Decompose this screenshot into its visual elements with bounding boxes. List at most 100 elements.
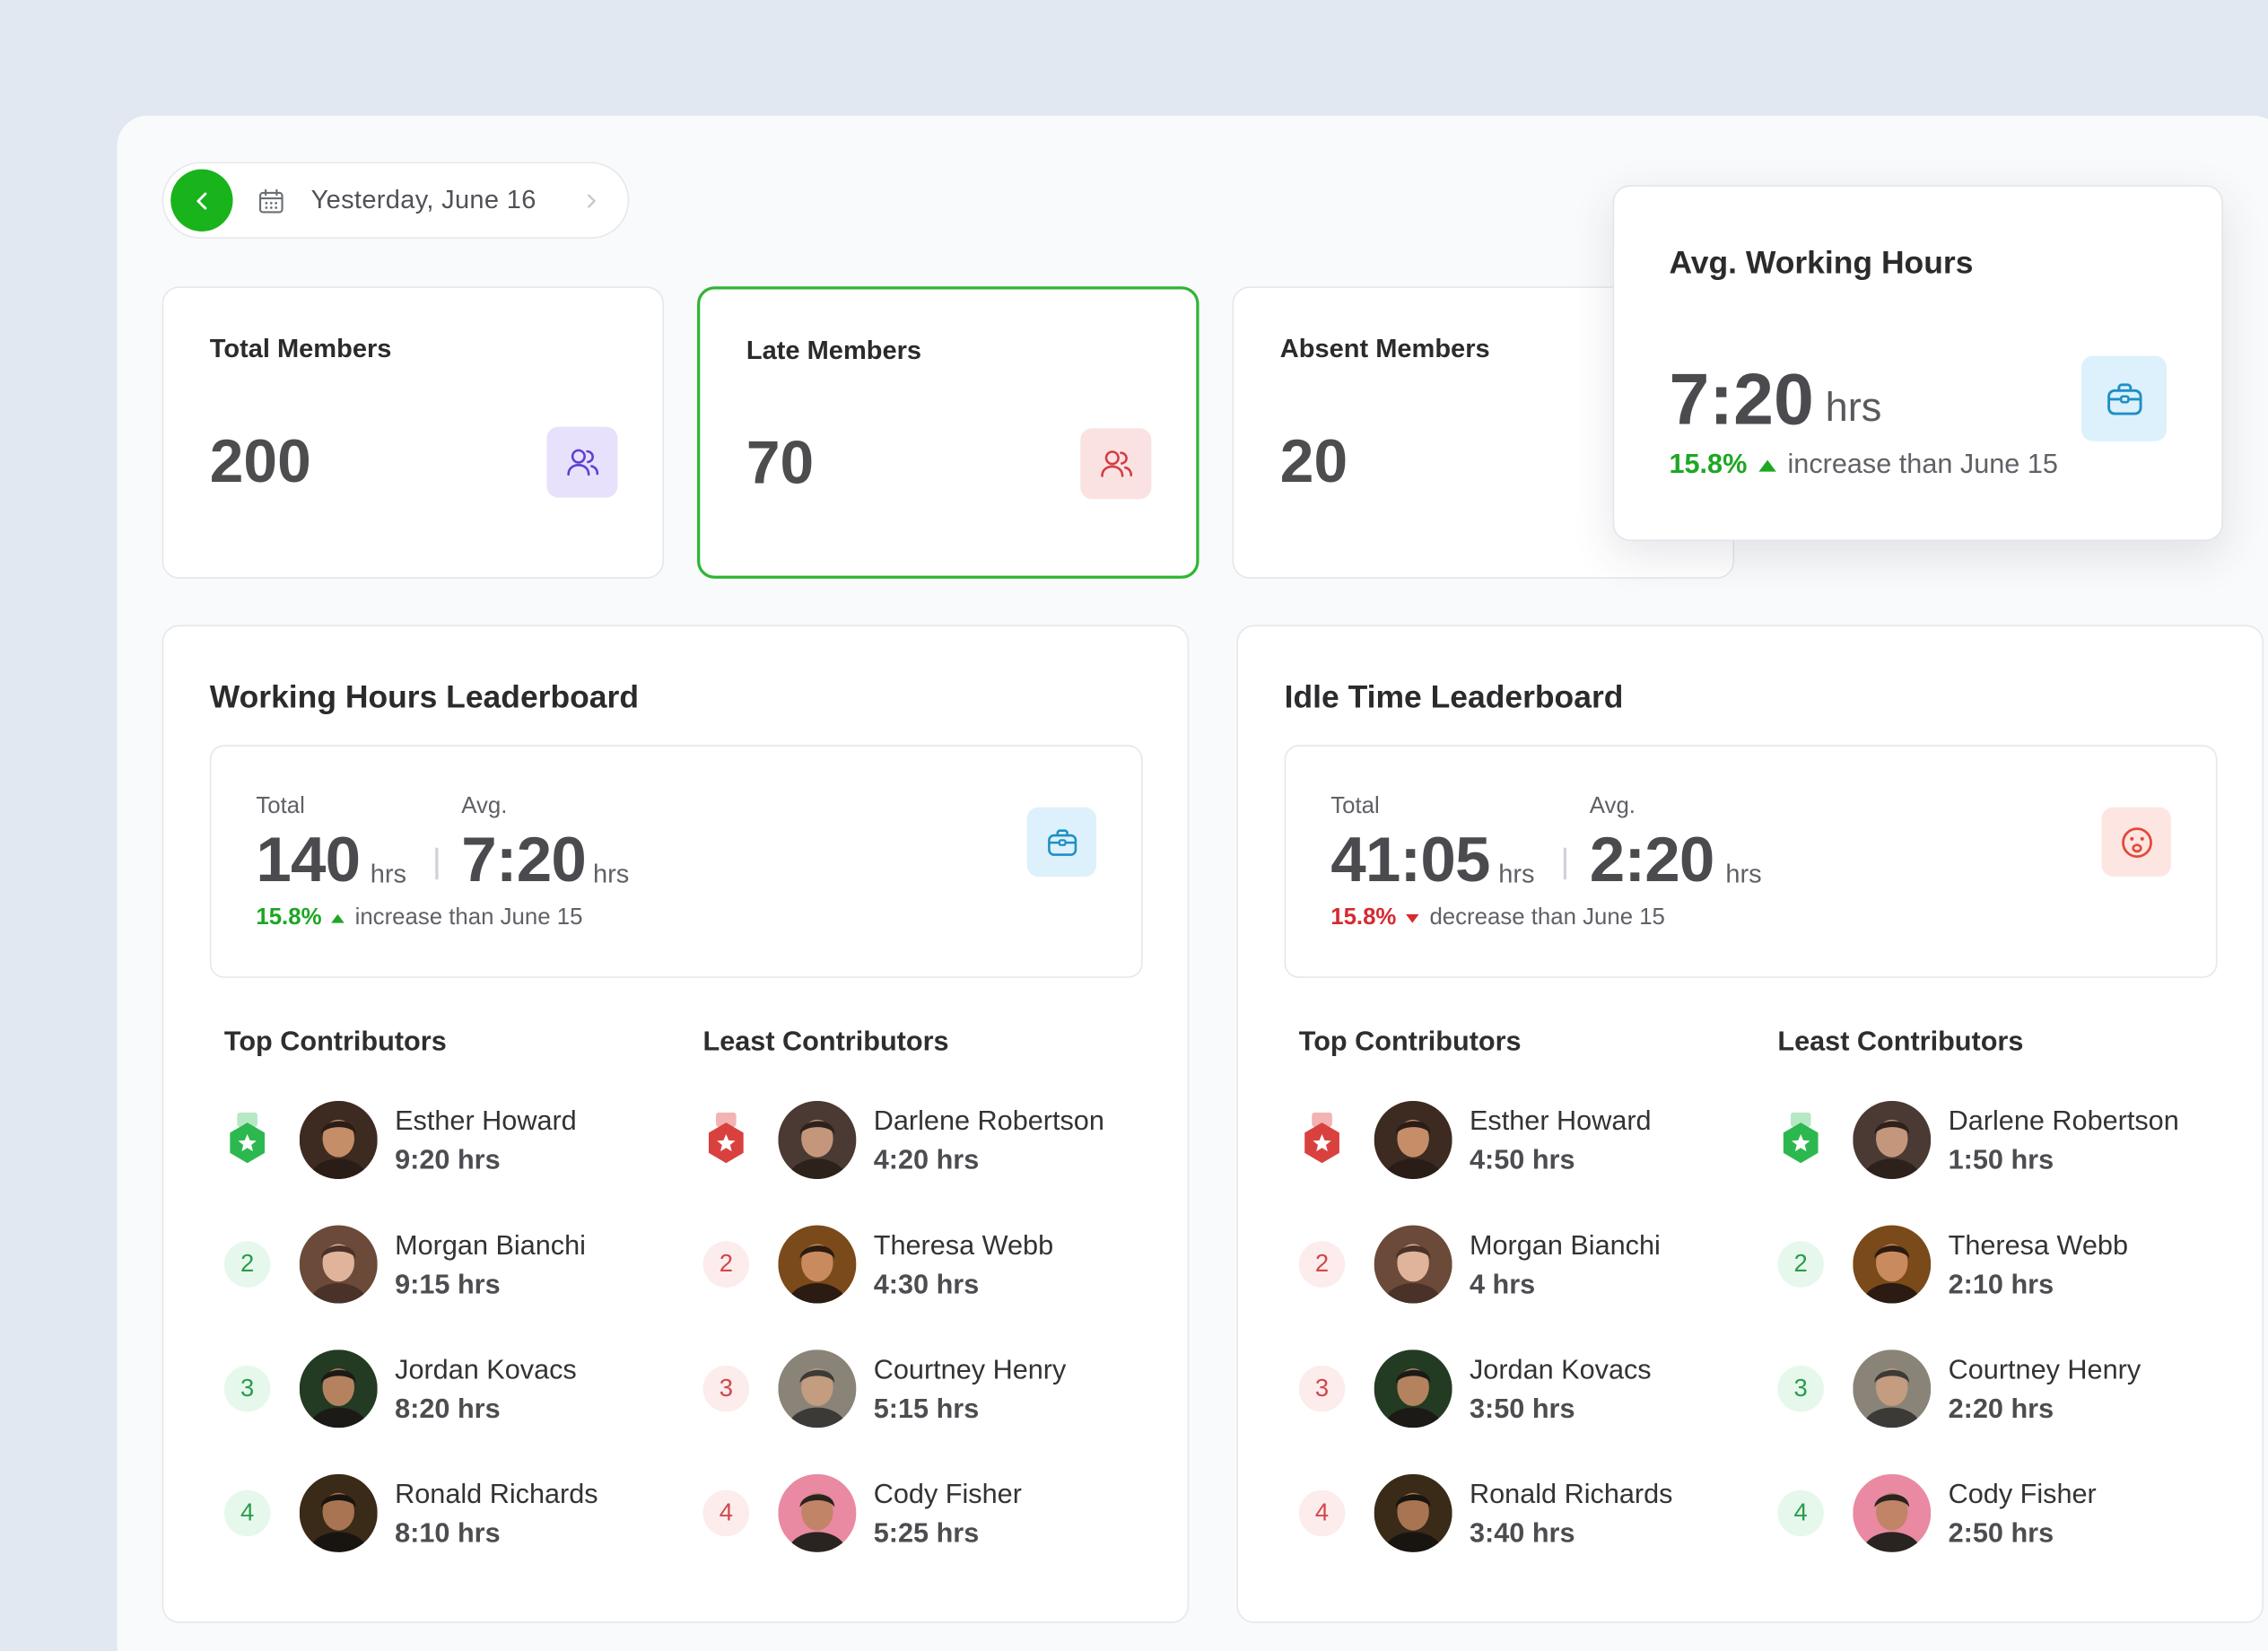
contributor-name: Theresa Webb — [873, 1230, 1054, 1262]
contributor-hours: 4:20 hrs — [873, 1145, 980, 1176]
avatar — [778, 1100, 857, 1179]
contributor-row[interactable]: Esther Howard 4:50 hrs — [1299, 1098, 1762, 1185]
contributor-hours: 9:20 hrs — [395, 1145, 501, 1176]
medal-icon — [703, 1112, 750, 1167]
contributor-name: Cody Fisher — [873, 1480, 1022, 1511]
total-members-card[interactable]: Total Members 200 — [161, 286, 664, 579]
contributor-hours: 3:40 hrs — [1469, 1518, 1575, 1550]
least-contributors-heading: Least Contributors — [1777, 1026, 2024, 1058]
next-day-button[interactable] — [577, 187, 606, 215]
contributor-name: Darlene Robertson — [1948, 1106, 2179, 1138]
trend-text: decrease than June 15 — [1429, 905, 1665, 930]
rank-badge: 4 — [1298, 1489, 1346, 1537]
stat-label: Absent Members — [1279, 334, 1490, 363]
avg-value: 7:20 — [461, 824, 587, 895]
rank-badge: 4 — [702, 1489, 750, 1537]
contributor-hours: 1:50 hrs — [1948, 1145, 2054, 1176]
avg-unit: hrs — [593, 859, 630, 888]
contributor-name: Darlene Robertson — [873, 1106, 1104, 1138]
contributor-row[interactable]: 4 Cody Fisher 2:50 hrs — [1777, 1472, 2240, 1559]
avatar — [1374, 1225, 1452, 1304]
total-value: 140 — [256, 824, 361, 895]
date-label: Yesterday, June 16 — [310, 185, 536, 214]
contributor-name: Courtney Henry — [873, 1355, 1067, 1386]
contributor-row[interactable]: Darlene Robertson 1:50 hrs — [1777, 1098, 2240, 1185]
hours-icon-box — [1026, 807, 1097, 877]
contributor-hours: 4:50 hrs — [1469, 1145, 1575, 1176]
working-hours-leaderboard: Working Hours Leaderboard Total 140 hrs … — [161, 625, 1190, 1623]
rank-badge: 2 — [1777, 1241, 1824, 1288]
contributor-hours: 5:15 hrs — [873, 1394, 980, 1426]
avatar — [299, 1350, 378, 1428]
contributor-hours: 8:10 hrs — [395, 1518, 501, 1550]
working-hours-summary: Total 140 hrs Avg. 7:20 hrs 15.8% increa… — [209, 745, 1143, 978]
previous-day-button[interactable] — [170, 169, 233, 231]
briefcase-icon — [2107, 382, 2142, 415]
contributor-row[interactable]: 2 Morgan Bianchi 9:15 hrs — [223, 1222, 687, 1309]
chevron-left-icon — [196, 191, 206, 209]
contributor-row[interactable]: 4 Ronald Richards 3:40 hrs — [1298, 1472, 1762, 1559]
avatar — [299, 1100, 378, 1179]
contributor-hours: 8:20 hrs — [395, 1394, 501, 1426]
rank-badge: 3 — [1777, 1365, 1824, 1412]
rank-badge: 2 — [1298, 1241, 1346, 1288]
trend-percent: 15.8% — [256, 905, 322, 930]
users-icon — [1100, 450, 1132, 476]
idle-icon-box — [2101, 807, 2171, 877]
card-title: Avg. Working Hours — [1669, 244, 1974, 281]
late-members-card[interactable]: Late Members 70 — [697, 286, 1199, 579]
top-contributors-heading: Top Contributors — [223, 1026, 447, 1058]
contributor-hours: 4 hrs — [1469, 1270, 1536, 1301]
avg-value: 2:20 — [1589, 824, 1715, 895]
hours-unit: hrs — [1825, 384, 1882, 430]
total-unit: hrs — [370, 859, 407, 888]
idle-time-leaderboard: Idle Time Leaderboard Total 41:05 hrs Av… — [1236, 625, 2264, 1623]
contributor-name: Esther Howard — [395, 1106, 577, 1138]
rank-badge: 3 — [223, 1365, 271, 1412]
contributor-name: Theresa Webb — [1948, 1230, 2128, 1262]
rank-badge: 3 — [1298, 1365, 1346, 1412]
contributor-row[interactable]: 2 Morgan Bianchi 4 hrs — [1298, 1222, 1762, 1309]
stat-icon-box — [1080, 428, 1152, 500]
contributor-hours: 2:20 hrs — [1948, 1394, 2054, 1426]
rank-badge: 2 — [223, 1241, 271, 1288]
avatar — [1853, 1100, 1932, 1179]
contributor-row[interactable]: 3 Jordan Kovacs 8:20 hrs — [223, 1347, 687, 1434]
avg-unit: hrs — [1725, 859, 1762, 888]
sad-face-icon — [2121, 826, 2152, 858]
rank-badge: 4 — [223, 1489, 271, 1537]
contributor-name: Morgan Bianchi — [1469, 1230, 1661, 1262]
contributor-hours: 3:50 hrs — [1469, 1394, 1575, 1426]
contributor-name: Esther Howard — [1469, 1106, 1652, 1138]
triangle-up-icon — [331, 913, 345, 923]
summary-divider — [435, 847, 438, 880]
chevron-right-icon — [588, 194, 596, 208]
contributor-row[interactable]: 2 Theresa Webb 2:10 hrs — [1777, 1222, 2240, 1309]
contributor-hours: 5:25 hrs — [873, 1518, 980, 1550]
contributor-row[interactable]: 3 Courtney Henry 2:20 hrs — [1777, 1347, 2240, 1434]
contributor-row[interactable]: 4 Cody Fisher 5:25 hrs — [702, 1472, 1166, 1559]
contributor-name: Cody Fisher — [1948, 1480, 2097, 1511]
rank-badge: 3 — [702, 1365, 750, 1412]
contributor-hours: 4:30 hrs — [873, 1270, 980, 1301]
total-label: Total — [256, 794, 305, 819]
contributor-name: Ronald Richards — [1469, 1480, 1673, 1511]
contributor-name: Courtney Henry — [1948, 1355, 2142, 1386]
avatar — [1853, 1225, 1932, 1304]
trend-percent: 15.8% — [1330, 905, 1397, 930]
avg-working-hours-card[interactable]: Avg. Working Hours 7:20 hrs 15.8% increa… — [1612, 185, 2223, 541]
contributor-row[interactable]: Esther Howard 9:20 hrs — [224, 1098, 687, 1185]
contributor-row[interactable]: 2 Theresa Webb 4:30 hrs — [702, 1222, 1166, 1309]
top-contributors-heading: Top Contributors — [1298, 1026, 1522, 1058]
triangle-down-icon — [1406, 913, 1420, 923]
briefcase-icon — [1047, 828, 1077, 856]
contributor-row[interactable]: 3 Jordan Kovacs 3:50 hrs — [1298, 1347, 1762, 1434]
contributor-row[interactable]: 3 Courtney Henry 5:15 hrs — [702, 1347, 1166, 1434]
avg-label: Avg. — [1589, 794, 1636, 819]
calendar-icon — [258, 188, 284, 214]
avatar — [778, 1225, 857, 1304]
contributor-row[interactable]: Darlene Robertson 4:20 hrs — [703, 1098, 1166, 1185]
contributor-row[interactable]: 4 Ronald Richards 8:10 hrs — [223, 1472, 687, 1559]
stat-value: 70 — [746, 428, 815, 496]
total-unit: hrs — [1498, 859, 1535, 888]
